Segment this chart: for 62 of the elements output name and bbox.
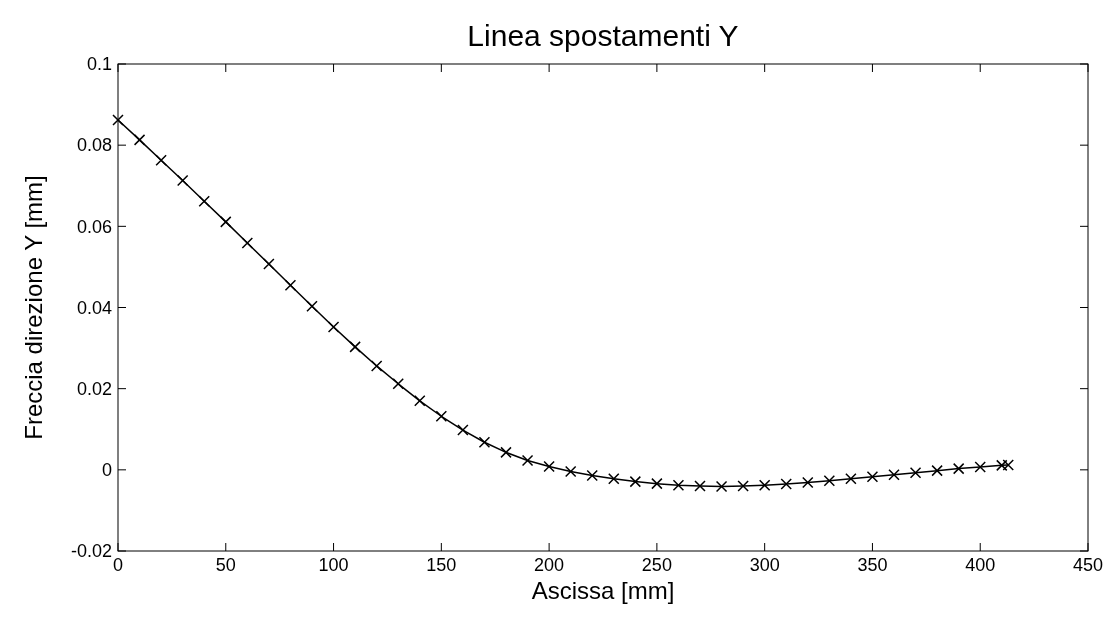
point xyxy=(176,174,189,187)
point xyxy=(974,461,986,473)
point xyxy=(715,480,728,493)
point xyxy=(909,466,922,479)
y-tick-label: 0.06 xyxy=(76,216,112,237)
point xyxy=(521,454,534,467)
point xyxy=(845,473,857,485)
point xyxy=(327,321,340,333)
x-tick-label: 200 xyxy=(534,555,565,575)
x-tick-label: 150 xyxy=(426,555,457,575)
x-tick-label: 450 xyxy=(1072,555,1104,575)
y-tick-label: 0.04 xyxy=(76,297,112,318)
point xyxy=(370,360,383,372)
point xyxy=(306,300,318,313)
point xyxy=(823,475,836,487)
y-axis-title: Freccia direzione Y [mm] xyxy=(20,175,47,440)
point xyxy=(672,479,685,492)
point xyxy=(155,154,167,166)
point xyxy=(758,479,771,492)
point xyxy=(564,465,577,478)
point xyxy=(241,237,254,249)
y-tick-label: 0 xyxy=(101,460,112,481)
point xyxy=(435,410,448,423)
y-tick-label: 0.08 xyxy=(76,135,112,156)
point xyxy=(866,470,879,483)
point xyxy=(478,436,491,448)
point xyxy=(608,473,620,485)
point xyxy=(780,478,792,490)
x-tick-label: 400 xyxy=(965,555,996,575)
x-tick-label: 300 xyxy=(749,555,780,575)
point xyxy=(500,446,512,459)
point xyxy=(802,476,814,489)
x-tick-label: 100 xyxy=(318,555,349,575)
point xyxy=(543,460,555,473)
point xyxy=(457,424,469,436)
point xyxy=(1002,459,1014,471)
point xyxy=(284,279,297,291)
point xyxy=(952,462,965,475)
point xyxy=(349,341,361,353)
point xyxy=(694,480,706,492)
point xyxy=(220,216,232,228)
y-tick-label: 0.02 xyxy=(76,378,112,399)
point xyxy=(996,459,1008,472)
point xyxy=(888,468,900,481)
point xyxy=(931,464,943,477)
y-tick-label: -0.02 xyxy=(70,541,112,562)
point xyxy=(629,475,642,488)
point xyxy=(586,469,598,482)
point xyxy=(392,378,404,390)
point xyxy=(112,114,124,126)
chart-title: Linea spostamenti Y xyxy=(467,19,739,52)
x-tick-label: 350 xyxy=(857,555,888,575)
x-tick-label: 50 xyxy=(215,555,236,575)
x-tick-label: 250 xyxy=(641,555,672,575)
point xyxy=(737,480,749,492)
point xyxy=(198,195,210,207)
x-axis-title: Ascissa [mm] xyxy=(531,577,675,604)
y-tick-label: 0.1 xyxy=(86,54,112,75)
point xyxy=(263,258,275,270)
point xyxy=(414,395,426,407)
point xyxy=(651,477,663,490)
point xyxy=(133,134,146,146)
